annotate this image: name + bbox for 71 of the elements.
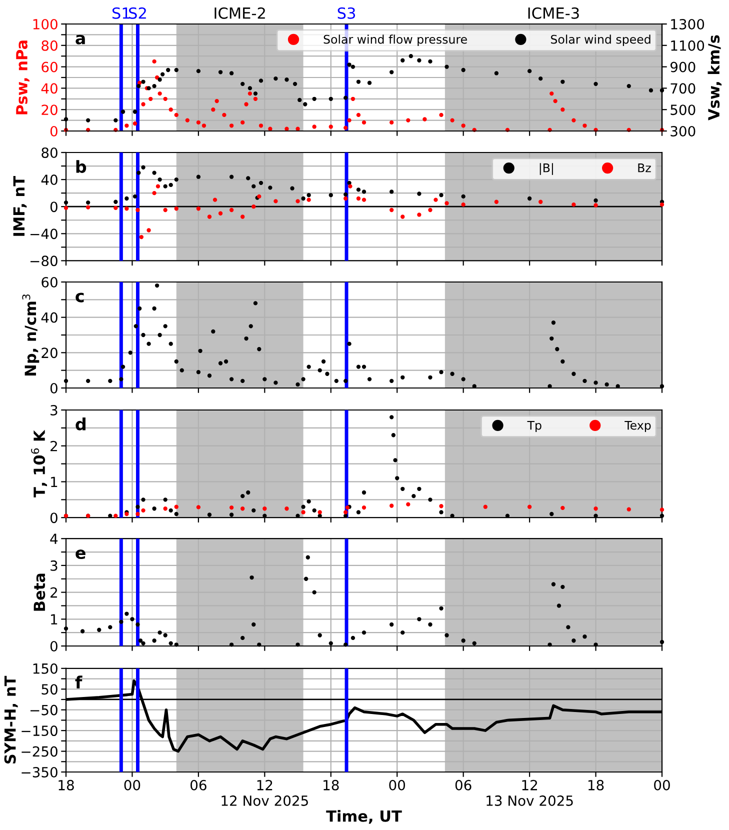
legend-label: Solar wind flow pressure	[324, 34, 467, 46]
ref-line-label: S3	[338, 7, 356, 19]
x-tick-label: 18	[58, 780, 74, 790]
y-tick-label: −250	[22, 746, 58, 757]
annotation: d	[76, 418, 86, 430]
legend-label: Texp	[624, 420, 651, 432]
y-axis-title: T, 10$^{6}$ K	[31, 430, 48, 498]
y-tick-label: 0	[50, 512, 58, 524]
annotation: b	[76, 160, 86, 173]
x-tick-label: 00	[389, 780, 406, 790]
y-axis-title: SYM-H, nT	[4, 676, 18, 764]
y-tick-label: −50	[30, 704, 58, 716]
y-tick-label: 0	[50, 382, 58, 394]
ref-line-label: S2	[129, 7, 146, 19]
x-tick-label: 00	[124, 780, 140, 790]
y-tick-label: 1	[51, 614, 58, 624]
y-tick-label: 2	[50, 440, 57, 452]
y-tick-label: 0	[50, 126, 58, 136]
y-tick-label: 3	[50, 560, 58, 571]
legend-label: Tp	[527, 420, 542, 432]
y-tick-label: 20	[42, 104, 58, 116]
y2-tick-label: 700	[670, 83, 696, 94]
y2-tick-label: 1300	[671, 18, 704, 30]
y-tick-label: 100	[33, 18, 58, 30]
y-tick-label: 50	[42, 684, 58, 695]
y2-tick-label: 300	[670, 126, 696, 136]
y-tick-label: −80	[30, 256, 58, 266]
y-axis-title: IMF, nT	[13, 176, 27, 236]
y-axis-title: Np, n/cm$^{3}$	[22, 294, 40, 376]
y-tick-label: 40	[41, 174, 58, 186]
y-tick-label: 4	[50, 534, 58, 544]
legend-label: |B|	[540, 163, 553, 175]
y-tick-label: 0	[50, 202, 58, 212]
band-label: ICME-2	[214, 7, 265, 19]
y2-tick-label: 900	[670, 62, 696, 72]
y-tick-label: 0	[50, 640, 58, 652]
y-tick-label: 80	[42, 40, 58, 51]
y2-tick-label: 500	[670, 104, 696, 116]
y-axis-title: Beta	[34, 574, 46, 611]
y-tick-label: 80	[42, 147, 58, 158]
y-tick-label: 40	[41, 312, 58, 323]
y-tick-label: −350	[22, 766, 58, 778]
annotation: c	[76, 292, 84, 302]
x-tick-label: 06	[190, 780, 206, 790]
annotation: a	[76, 34, 85, 44]
ref-line-label: S1	[112, 7, 130, 19]
x-tick-label: 18	[588, 780, 604, 790]
legend-label: Bz	[638, 164, 651, 172]
y-tick-label: 2	[50, 587, 57, 598]
y-tick-label: 60	[42, 62, 58, 72]
y2-tick-label: 1100	[671, 40, 704, 51]
x-tick-label: 06	[455, 780, 472, 790]
y-tick-label: 1	[51, 476, 58, 488]
y-tick-label: 20	[42, 348, 58, 358]
y-tick-label: −150	[22, 726, 58, 736]
y-tick-label: 40	[41, 83, 58, 94]
x-tick-label: 12 12 Nov 2025	[222, 780, 308, 806]
band-label: ICME-3	[528, 7, 579, 19]
y-tick-label: 60	[42, 276, 58, 288]
legend-label: Solar wind speed	[550, 34, 650, 46]
y2-axis-title: Vsw, km/s	[708, 35, 722, 120]
x-axis-title: Time, UT	[326, 810, 402, 824]
x-tick-label: 18	[324, 780, 339, 790]
x-tick-label: 00	[654, 780, 670, 790]
y-tick-label: 150	[33, 663, 58, 674]
y-tick-label: −40	[30, 228, 58, 240]
x-tick-label: 12 13 Nov 2025	[486, 780, 573, 806]
y-axis-title: Psw, nPa	[16, 40, 30, 114]
annotation: f	[75, 676, 82, 688]
annotation: e	[76, 549, 86, 560]
y-tick-label: 3	[50, 404, 58, 416]
